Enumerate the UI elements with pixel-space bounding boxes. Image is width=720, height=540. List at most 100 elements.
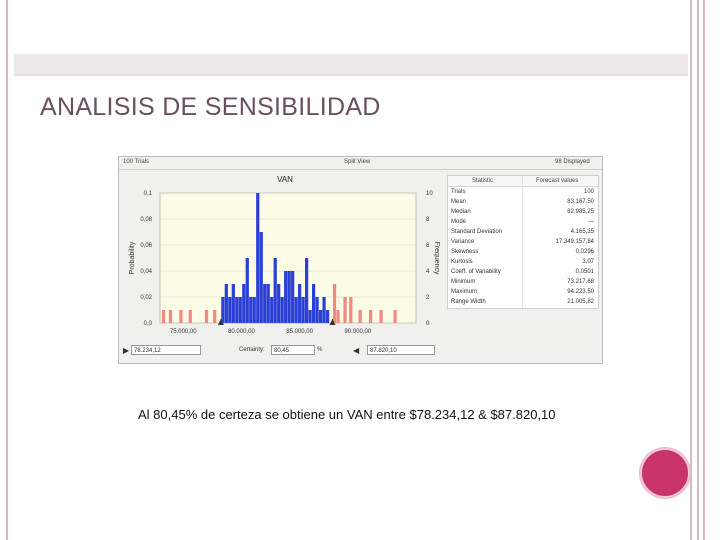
stats-row: Minimum 73.217,68: [448, 279, 598, 289]
stats-row-value: 82.985,25: [567, 209, 594, 215]
stats-row-label: Coeff. of Variability: [451, 269, 501, 275]
percent-sign: %: [317, 347, 323, 353]
stats-row-value: ---: [588, 219, 594, 225]
histogram-bar: [287, 271, 291, 323]
histogram-bar: [358, 310, 362, 323]
stats-row: Coeff. of Variability 0,0501: [448, 269, 598, 279]
stats-row-label: Median: [451, 209, 471, 215]
histogram-bar: [311, 284, 316, 323]
histogram-bar: [277, 284, 281, 323]
left-border-rule: [6, 0, 8, 540]
histogram-bar: [291, 271, 295, 323]
right-tick-label: 6: [426, 243, 430, 249]
left-certainty-input[interactable]: 78.234,12: [131, 345, 201, 355]
histogram-bar: [315, 297, 319, 323]
stats-row: Maximum 94.223,50: [448, 289, 598, 299]
statistic-column-header: Statistic: [472, 178, 494, 184]
histogram-bar: [308, 310, 312, 323]
histogram-bar: [284, 271, 288, 323]
left-tick-label: 0,0: [144, 321, 153, 327]
right-certainty-grabber[interactable]: [329, 319, 336, 325]
slide-title: ANALISIS DE SENSIBILIDAD: [40, 93, 381, 121]
x-tick-label: 85.000,00: [286, 329, 313, 335]
left-tick-label: 0,1: [144, 191, 153, 197]
left-triangle-icon[interactable]: ▶: [123, 346, 130, 355]
right-triangle-icon[interactable]: ◀: [353, 346, 360, 355]
histogram-bar: [188, 310, 192, 323]
stats-row-value: 0,0296: [575, 249, 594, 255]
stats-row-value: 100: [583, 189, 594, 195]
histogram-bar: [273, 258, 277, 323]
histogram-bar: [228, 297, 232, 323]
histogram-bar: [298, 284, 302, 323]
histogram-bar: [325, 310, 330, 323]
histogram-bar: [332, 284, 337, 323]
stats-row-value: 83.167,50: [567, 199, 594, 205]
stats-row-value: 4.165,35: [570, 229, 594, 235]
stats-row: Range Width 21.005,82: [448, 299, 598, 309]
right-axis-label: Frequency: [433, 241, 440, 275]
histogram-bar: [369, 310, 373, 323]
left-certainty-grabber[interactable]: [217, 319, 224, 325]
decorative-circle: [640, 448, 690, 498]
stats-row-label: Mean: [451, 199, 467, 205]
stats-row-label: Kurtosis: [451, 259, 473, 265]
histogram-bar: [252, 297, 256, 323]
left-tick-label: 0,02: [140, 295, 152, 301]
stats-row: Mode ---: [448, 219, 598, 229]
left-tick-label: 0,06: [140, 243, 152, 249]
stats-row-label: Variance: [451, 239, 475, 245]
stats-row-value: 17.349.157,84: [555, 239, 594, 245]
histogram-bar: [179, 310, 183, 323]
stats-row-label: Mode: [451, 219, 467, 225]
stats-row: Standard Deviation 4.165,35: [448, 229, 598, 239]
right-tick-label: 10: [426, 191, 433, 197]
right-tick-label: 0: [426, 321, 430, 327]
panel-header: 100 Trials Split View 98 Displayed: [119, 157, 602, 170]
histogram-bar: [294, 297, 298, 323]
histogram-bar: [301, 297, 305, 323]
histogram-bar: [256, 193, 260, 323]
certainty-label: Certainty:: [239, 347, 265, 353]
histogram-bar: [249, 297, 253, 323]
trials-count-label: 100 Trials: [123, 159, 150, 165]
histogram-bar: [379, 310, 383, 323]
stats-row-label: Minimum: [451, 279, 476, 285]
histogram-bar: [224, 284, 228, 323]
histogram-bar: [259, 232, 263, 323]
histogram-bar: [343, 297, 347, 323]
x-tick-label: 80.000,00: [228, 329, 255, 335]
forecast-values-column-header: Forecast values: [536, 178, 579, 184]
x-tick-label: 75.000,00: [170, 329, 197, 335]
histogram-bar: [393, 310, 397, 323]
histogram-bar: [263, 284, 267, 323]
title-band: [14, 54, 688, 74]
chart-title: VAN: [277, 175, 293, 184]
histogram-bar: [245, 258, 249, 323]
certainty-input[interactable]: 80,45: [271, 345, 315, 355]
title-band-underline: [14, 74, 688, 76]
histogram-bar: [322, 297, 326, 323]
histogram-bar: [242, 284, 246, 323]
left-axis-label: Probability: [129, 241, 136, 274]
left-tick-label: 0,08: [140, 217, 152, 223]
right-certainty-input[interactable]: 87.820,10: [367, 345, 435, 355]
stats-row: Kurtosis 3,07: [448, 259, 598, 269]
histogram-bar: [221, 297, 225, 323]
stats-row: Trials 100: [448, 189, 598, 199]
histogram-bar: [305, 258, 309, 323]
left-tick-label: 0,04: [140, 269, 152, 275]
split-view-label[interactable]: Split View: [344, 159, 371, 165]
histogram-bar: [280, 297, 284, 323]
stats-row-label: Standard Deviation: [451, 229, 503, 235]
displayed-count-label: 98 Displayed: [555, 159, 590, 165]
stats-row-label: Range Width: [451, 299, 486, 305]
stats-row-value: 0,0501: [575, 269, 594, 275]
x-tick-label: 90.000,00: [344, 329, 371, 335]
right-border-rule: [690, 0, 692, 540]
histogram-bar: [231, 284, 235, 323]
stats-row: Mean 83.167,50: [448, 199, 598, 209]
stats-row-value: 3,07: [582, 259, 594, 265]
stats-row-label: Trials: [451, 189, 466, 195]
stats-row-label: Skewness: [451, 249, 479, 255]
